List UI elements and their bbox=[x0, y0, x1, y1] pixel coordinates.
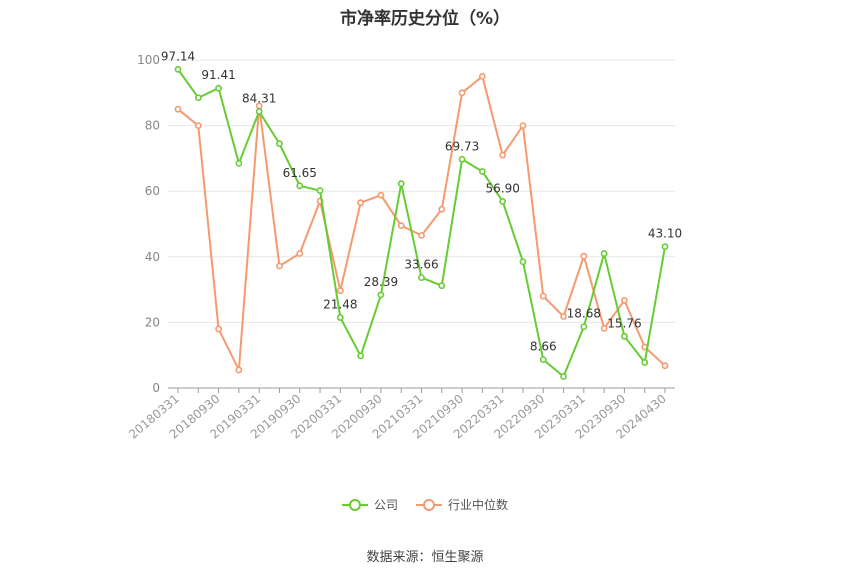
point-company bbox=[478, 168, 486, 175]
point-company bbox=[316, 187, 324, 194]
data-label-company: 91.41 bbox=[201, 68, 235, 82]
y-tick-label: 0 bbox=[152, 381, 160, 395]
point-industry bbox=[194, 122, 202, 129]
data-label-company: 56.90 bbox=[485, 181, 519, 195]
point-industry bbox=[336, 287, 344, 294]
point-industry bbox=[600, 324, 608, 332]
y-tick-label: 100 bbox=[137, 53, 160, 67]
data-label-company: 8.66 bbox=[530, 340, 557, 354]
y-tick-label: 80 bbox=[145, 119, 160, 133]
point-company bbox=[336, 314, 344, 321]
point-company bbox=[174, 65, 182, 73]
point-company bbox=[255, 108, 263, 115]
point-industry bbox=[357, 199, 365, 207]
point-industry bbox=[397, 222, 405, 230]
point-company bbox=[499, 197, 507, 205]
point-industry bbox=[499, 151, 507, 159]
legend-label-company: 公司 bbox=[373, 498, 398, 512]
point-company bbox=[357, 352, 365, 360]
point-company bbox=[458, 155, 466, 163]
data-label-company: 43.10 bbox=[648, 227, 682, 241]
point-company bbox=[235, 159, 243, 167]
series-lines bbox=[174, 65, 669, 380]
legend-item-industry[interactable]: 行业中位数 bbox=[416, 496, 508, 513]
point-company bbox=[560, 373, 567, 380]
point-company bbox=[296, 182, 304, 190]
chart-title: 市净率历史分位（%） bbox=[339, 9, 511, 29]
axes: 0204060801002018033120180930201903312019… bbox=[126, 53, 675, 442]
point-industry bbox=[661, 362, 669, 370]
point-industry bbox=[478, 73, 486, 80]
point-industry bbox=[418, 232, 425, 239]
point-industry bbox=[377, 191, 385, 199]
point-company bbox=[661, 243, 669, 251]
point-company bbox=[418, 274, 425, 281]
grid-lines bbox=[168, 59, 675, 323]
point-company bbox=[377, 291, 385, 299]
point-company bbox=[215, 84, 222, 92]
legend: 公司 行业中位数 bbox=[0, 496, 850, 513]
y-tick-label: 60 bbox=[145, 184, 160, 198]
data-label-company: 33.66 bbox=[404, 258, 438, 272]
point-industry bbox=[438, 205, 446, 213]
legend-item-company[interactable]: 公司 bbox=[341, 496, 398, 513]
point-company bbox=[539, 356, 547, 363]
point-company bbox=[621, 332, 628, 340]
point-industry bbox=[458, 89, 466, 97]
legend-swatch-industry bbox=[416, 498, 442, 512]
point-industry bbox=[580, 252, 588, 260]
point-industry bbox=[519, 122, 527, 129]
point-company bbox=[580, 323, 588, 331]
point-company bbox=[641, 359, 649, 366]
point-company bbox=[397, 180, 405, 188]
point-industry bbox=[296, 250, 304, 257]
point-company bbox=[600, 250, 608, 257]
point-industry bbox=[215, 325, 222, 333]
data-label-company: 97.14 bbox=[161, 49, 195, 63]
y-tick-label: 40 bbox=[145, 250, 160, 264]
y-tick-label: 20 bbox=[145, 315, 160, 329]
source-note: 数据来源：恒生聚源 bbox=[366, 550, 484, 565]
data-label-company: 69.73 bbox=[445, 139, 479, 153]
data-label-company: 21.48 bbox=[323, 298, 357, 312]
point-company bbox=[438, 282, 446, 290]
data-label-company: 61.65 bbox=[283, 166, 317, 180]
data-label-company: 28.39 bbox=[364, 275, 398, 289]
point-industry bbox=[235, 366, 243, 374]
legend-label-industry: 行业中位数 bbox=[448, 498, 509, 512]
point-industry bbox=[539, 292, 547, 300]
point-industry bbox=[276, 262, 283, 270]
point-industry bbox=[174, 105, 182, 113]
data-label-company: 18.68 bbox=[567, 307, 601, 321]
point-company bbox=[276, 140, 283, 148]
point-industry bbox=[560, 313, 567, 320]
data-label-company: 84.31 bbox=[242, 91, 276, 105]
series-line-industry bbox=[177, 75, 666, 371]
point-company bbox=[194, 94, 202, 102]
point-company bbox=[519, 258, 527, 266]
data-labels: 97.14 91.41 84.31 61.65 21.48 28.39 33.66 69.73… bbox=[161, 49, 682, 353]
data-label-company: 15.76 bbox=[607, 316, 641, 330]
legend-swatch-company bbox=[341, 498, 368, 512]
point-industry bbox=[621, 297, 628, 304]
